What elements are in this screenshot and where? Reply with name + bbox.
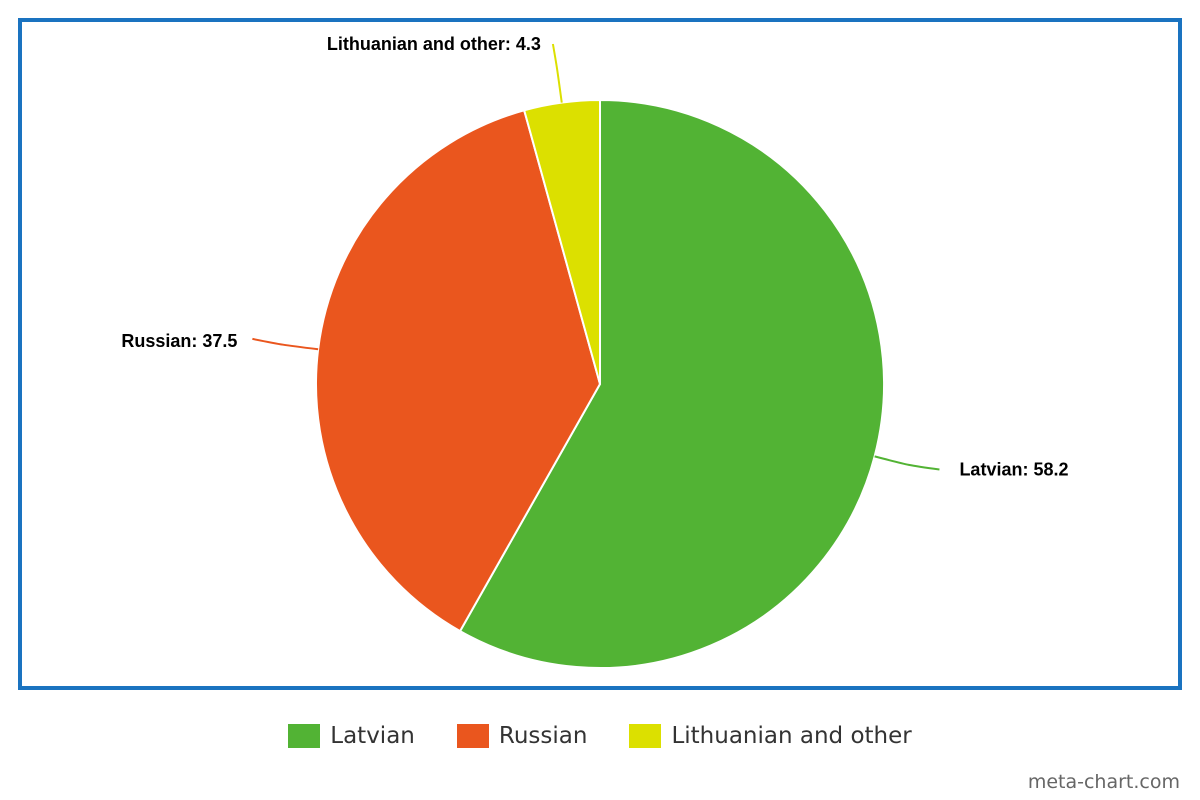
leader-line-lithuanian-and-other bbox=[551, 43, 563, 103]
slice-label-lithuanian-and-other: Lithuanian and other: 4.3 bbox=[327, 34, 541, 54]
legend-swatch-lithuanian-and-other bbox=[629, 724, 662, 748]
legend-item-latvian[interactable]: Latvian bbox=[288, 723, 415, 749]
slice-labels: Latvian: 58.2 Russian: 37.5 Lithuanian and… bbox=[121, 34, 1068, 480]
chart-frame bbox=[18, 18, 1182, 690]
pie-slices bbox=[315, 99, 885, 669]
legend-label-lithuanian-and-other: Lithuanian and other bbox=[671, 723, 912, 749]
legend-item-russian[interactable]: Russian bbox=[456, 723, 588, 749]
slice-label-russian: Russian: 37.5 bbox=[121, 331, 237, 351]
legend: Latvian Russian Lithuanian and other bbox=[0, 723, 1200, 749]
leader-line-russian bbox=[252, 337, 319, 351]
legend-label-russian: Russian bbox=[498, 723, 588, 749]
leader-lines bbox=[252, 43, 940, 471]
legend-label-latvian: Latvian bbox=[330, 723, 415, 749]
watermark: meta-chart.com bbox=[1027, 771, 1180, 793]
legend-swatch-russian bbox=[456, 724, 489, 748]
legend-item-lithuanian-and-other[interactable]: Lithuanian and other bbox=[629, 723, 912, 749]
legend-swatch-latvian bbox=[288, 724, 321, 748]
pie-slice-latvian[interactable] bbox=[459, 99, 885, 669]
leader-line-latvian bbox=[874, 455, 940, 471]
slice-label-latvian: Latvian: 58.2 bbox=[959, 460, 1068, 480]
